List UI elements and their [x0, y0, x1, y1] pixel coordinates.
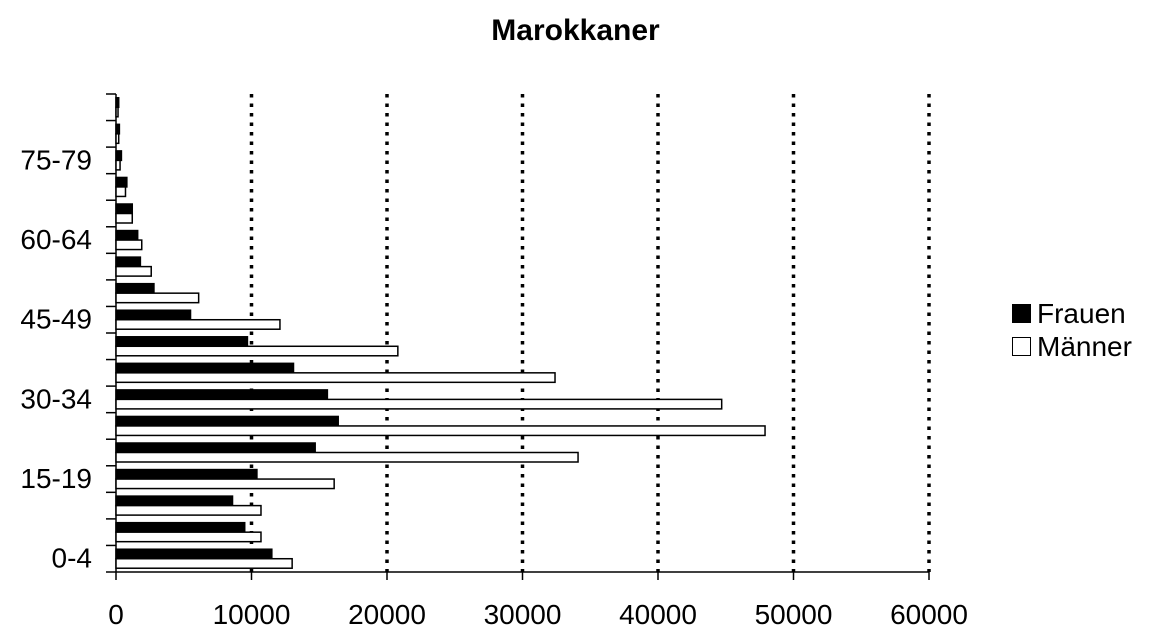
x-tick-label: 40000: [619, 599, 697, 630]
bar-frauen-50-54: [115, 282, 155, 294]
bar-frauen-40-44: [115, 336, 249, 348]
bar-frauen-30-34: [115, 389, 329, 401]
bar-maenner-40-44: [115, 345, 399, 357]
bar-frauen-65-69: [115, 203, 134, 215]
bar-maenner-80-84: [115, 133, 120, 145]
legend-item-maenner: Männer: [1012, 330, 1132, 363]
bar-maenner-0-4: [115, 557, 293, 569]
bar-maenner-75-79: [115, 159, 121, 171]
bar-maenner-35-39: [115, 372, 556, 384]
y-category-label: 45-49: [20, 304, 92, 335]
x-tick-label: 30000: [484, 599, 562, 630]
x-tick-label: 60000: [890, 599, 968, 630]
bar-frauen-0-4: [115, 548, 273, 560]
bar-maenner-30-34: [115, 398, 723, 410]
bar-frauen-85-89: [115, 97, 120, 109]
y-category-label: 30-34: [20, 383, 92, 414]
y-category-label: 0-4: [52, 543, 92, 574]
chart-legend: Frauen Männer: [1012, 297, 1132, 363]
x-tick-label: 0: [108, 599, 124, 630]
bar-frauen-5-9: [115, 521, 246, 533]
bar-maenner-65-69: [115, 212, 134, 224]
bar-maenner-45-49: [115, 318, 281, 330]
y-category-label: 60-64: [20, 224, 92, 255]
x-tick-label: 50000: [755, 599, 833, 630]
bar-maenner-25-29: [115, 425, 766, 437]
bar-maenner-10-14: [115, 504, 262, 516]
bar-maenner-50-54: [115, 292, 200, 304]
y-category-label: 15-19: [20, 463, 92, 494]
x-tick-label: 10000: [213, 599, 291, 630]
bar-frauen-10-14: [115, 495, 234, 507]
bar-maenner-85-89: [115, 106, 119, 118]
bar-maenner-60-64: [115, 239, 143, 251]
bar-frauen-55-59: [115, 256, 142, 268]
chart-title: Marokkaner: [491, 14, 660, 47]
bar-frauen-25-29: [115, 415, 339, 427]
bar-frauen-75-79: [115, 150, 123, 162]
legend-item-frauen: Frauen: [1012, 297, 1132, 330]
bar-frauen-45-49: [115, 309, 192, 321]
bar-frauen-35-39: [115, 362, 295, 374]
bar-frauen-80-84: [115, 123, 121, 135]
legend-swatch-maenner: [1012, 337, 1031, 356]
bar-frauen-20-24: [115, 442, 316, 454]
bar-frauen-70-74: [115, 176, 128, 188]
bar-frauen-15-19: [115, 468, 258, 480]
bar-maenner-55-59: [115, 265, 152, 277]
bar-maenner-5-9: [115, 531, 262, 543]
legend-swatch-frauen: [1012, 304, 1031, 323]
bar-frauen-60-64: [115, 229, 139, 241]
y-category-label: 75-79: [20, 144, 92, 175]
bar-maenner-70-74: [115, 186, 127, 198]
legend-label-frauen: Frauen: [1037, 297, 1126, 329]
bar-maenner-20-24: [115, 451, 579, 463]
x-tick-label: 20000: [348, 599, 426, 630]
bar-maenner-15-19: [115, 478, 335, 490]
legend-label-maenner: Männer: [1037, 330, 1132, 362]
